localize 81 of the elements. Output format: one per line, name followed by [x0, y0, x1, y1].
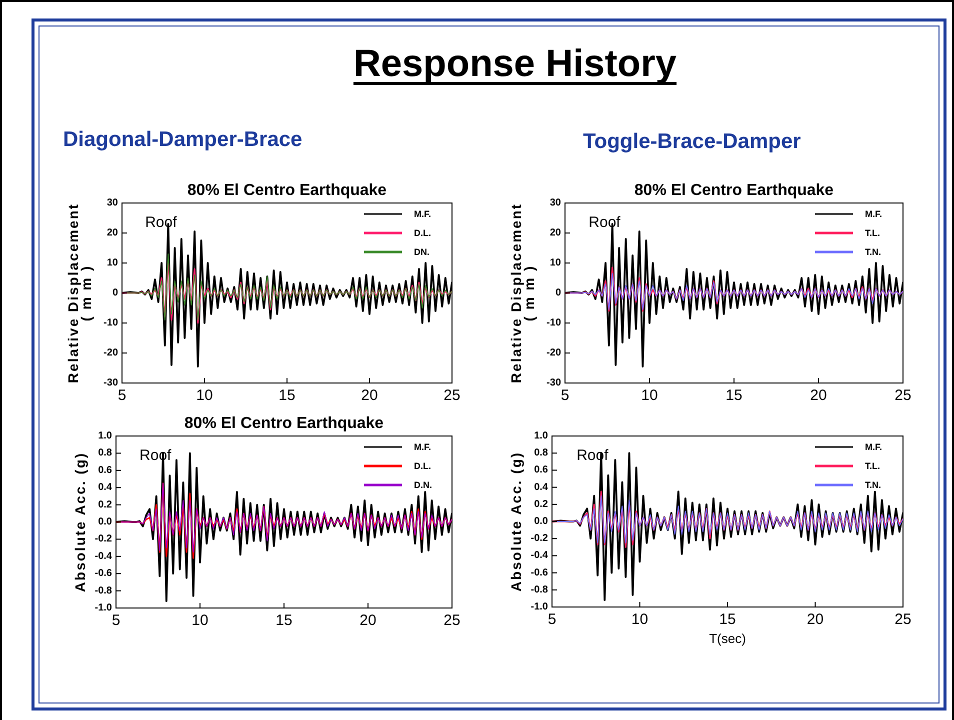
y-tick-label: 0.2 [98, 499, 112, 510]
y-tick-label: 20 [106, 228, 118, 238]
legend-label: D.L. [414, 461, 431, 471]
y-tick-label: -30 [546, 378, 562, 388]
y-tick-label: -0.8 [94, 585, 112, 596]
y-tick-label: -20 [546, 348, 562, 358]
y-tick-label: -0.4 [530, 550, 548, 562]
y-tick-label: 0.6 [98, 464, 112, 476]
x-tick-label: 20 [361, 387, 378, 404]
x-tick-label: 5 [112, 612, 120, 629]
chart-title: 80% El Centro Earthquake [187, 182, 387, 199]
y-tick-label: 0.0 [534, 516, 548, 527]
y-tick-label: 1.0 [98, 430, 112, 442]
y-tick-label: -10 [104, 318, 118, 328]
legend-label: M.F. [414, 209, 431, 219]
x-tick-label: 15 [726, 387, 742, 404]
y-tick-label: 0.8 [534, 448, 548, 459]
legend-label: T.L. [865, 461, 880, 471]
y-tick-label: 0.8 [98, 448, 112, 459]
x-tick-label: 5 [560, 387, 570, 404]
x-tick-label: 15 [278, 387, 296, 404]
y-tick-label: -1.0 [94, 602, 112, 614]
legend-label: M.F. [865, 442, 882, 452]
legend-label: T.N. [865, 480, 882, 490]
legend-label: DN. [414, 247, 430, 257]
x-tick-label: 15 [719, 611, 736, 628]
x-tick-label: 20 [806, 611, 824, 628]
y-tick-label: -0.6 [530, 567, 548, 578]
y-tick-label: 0.2 [534, 498, 548, 510]
y-tick-label: 30 [106, 198, 118, 208]
text: Response History [353, 43, 677, 85]
legend-label: M.F. [414, 442, 431, 452]
chart-title: 80% El Centro Earthquake [184, 415, 384, 432]
x-axis-title: T(sec) [709, 631, 746, 646]
y-tick-label: 0.6 [534, 464, 548, 476]
y-tick-label: 10 [106, 258, 118, 268]
y-axis-title: Relative Displacement ( m m ) [508, 202, 537, 384]
y-tick-label: 0.4 [534, 482, 548, 493]
y-tick-label: -1.0 [530, 602, 548, 612]
legend-label: D.N. [414, 480, 432, 490]
x-tick-label: 25 [894, 611, 912, 628]
y-tick-label: 0 [112, 288, 118, 298]
legend-label: T.N. [865, 247, 882, 257]
annotation: Roof [588, 214, 622, 231]
y-tick-label: 20 [550, 228, 562, 238]
y-tick-label: -0.8 [530, 584, 548, 596]
x-tick-label: 10 [196, 387, 213, 404]
y-tick-label: -20 [104, 348, 118, 358]
y-tick-label: 1.0 [534, 430, 548, 442]
y-tick-label: -0.2 [94, 534, 112, 545]
x-tick-label: 10 [641, 387, 658, 404]
x-tick-label: 10 [631, 611, 648, 628]
y-tick-label: -0.2 [530, 533, 548, 544]
text: Toggle-Brace-Damper [583, 130, 801, 153]
y-axis-title: Absolute Acc. (g) [72, 452, 88, 592]
y-tick-label: -0.4 [94, 550, 112, 562]
x-tick-label: 5 [548, 611, 556, 628]
y-tick-label: -0.6 [94, 568, 112, 580]
x-tick-label: 10 [192, 612, 208, 629]
y-tick-label: -30 [104, 378, 118, 388]
y-tick-label: 0 [555, 288, 562, 298]
y-tick-label: 0.4 [98, 482, 112, 494]
legend-label: D.L. [414, 228, 431, 238]
x-tick-label: 20 [360, 612, 376, 629]
y-axis-title: Absolute Acc. (g) [508, 451, 524, 592]
annotation: Roof [145, 214, 178, 231]
x-tick-label: 25 [894, 387, 912, 404]
y-tick-label: 0.0 [98, 516, 112, 528]
x-tick-label: 25 [444, 612, 460, 629]
x-tick-label: 5 [118, 387, 126, 404]
x-tick-label: 25 [444, 387, 460, 404]
y-tick-label: 10 [550, 258, 562, 268]
x-tick-label: 20 [810, 387, 827, 404]
y-axis-title: Relative Displacement ( m m ) [65, 202, 94, 384]
x-tick-label: 15 [276, 612, 292, 629]
chart-title: 80% El Centro Earthquake [634, 182, 834, 199]
y-tick-label: -10 [546, 318, 562, 328]
legend-label: M.F. [865, 209, 882, 219]
text: Diagonal-Damper-Brace [63, 128, 302, 151]
legend-label: T.L. [865, 228, 880, 238]
y-tick-label: 30 [550, 198, 562, 208]
